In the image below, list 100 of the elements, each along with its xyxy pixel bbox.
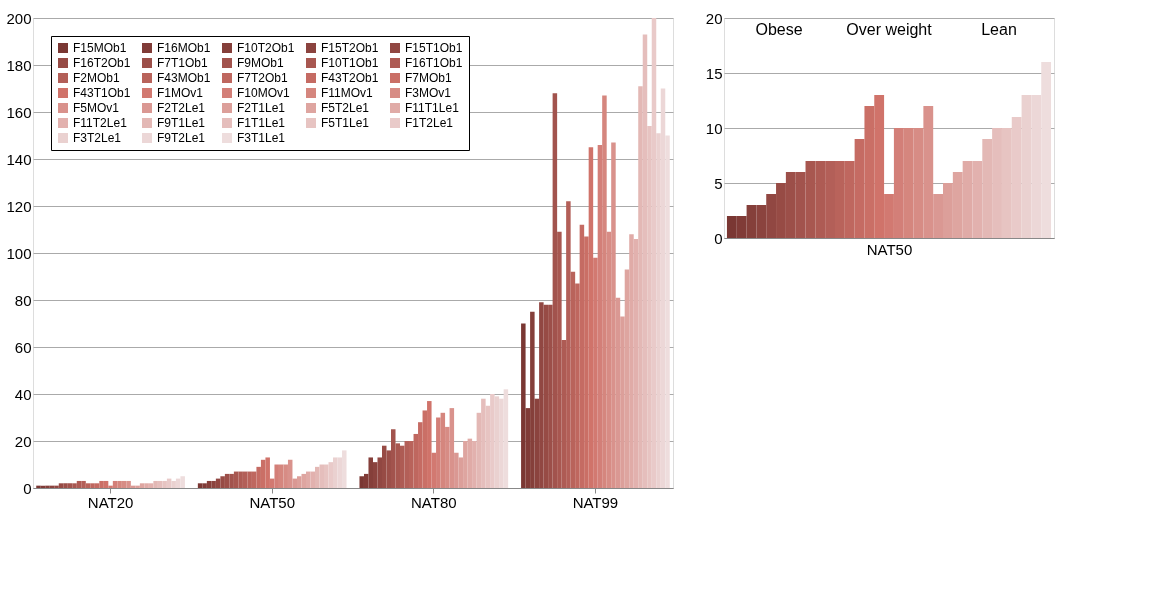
bar — [463, 441, 468, 488]
y-tick-label: 60 — [14, 338, 32, 356]
legend-label: F5T2Le1 — [321, 101, 370, 115]
annotation: Obese — [755, 21, 803, 38]
bar — [126, 480, 131, 488]
bar — [117, 480, 122, 488]
bar — [368, 457, 373, 488]
legend-label: F7T2Ob1 — [237, 71, 289, 85]
legend-label: F7T1Ob1 — [157, 56, 209, 70]
bar — [400, 445, 405, 488]
bar — [197, 483, 203, 488]
y-tick-label: 0 — [714, 229, 723, 247]
bar — [108, 485, 113, 488]
bar — [202, 483, 207, 488]
bar — [521, 323, 526, 488]
y-tick-label: 140 — [6, 150, 32, 168]
bar — [539, 302, 544, 488]
bar — [36, 485, 41, 488]
legend-label: F1MOv1 — [157, 86, 204, 100]
bar — [530, 311, 535, 488]
legend-label: F16T1Ob1 — [405, 56, 463, 70]
bar — [296, 476, 302, 488]
x-tick-label: NAT20 — [87, 493, 134, 511]
bar — [148, 483, 154, 488]
legend-label: F2MOb1 — [73, 71, 121, 85]
legend-label: F9T1Le1 — [157, 116, 206, 130]
legend-label: F5MOv1 — [73, 101, 120, 115]
x-tick-label: NAT99 — [572, 493, 619, 511]
bar — [238, 471, 243, 488]
x-axis-title: NAT50 — [866, 240, 913, 258]
legend-label: F10T1Ob1 — [321, 56, 379, 70]
bar — [72, 483, 77, 488]
legend-label: F9MOb1 — [237, 56, 285, 70]
bar — [324, 464, 329, 488]
bar — [602, 95, 607, 488]
y-tick-label: 120 — [6, 197, 32, 215]
bar — [333, 457, 338, 488]
bar — [54, 485, 59, 488]
legend-label: F15MOb1 — [73, 41, 127, 55]
legend-label: F5T1Le1 — [321, 116, 370, 130]
y-tick-label: 200 — [6, 9, 32, 27]
bar — [81, 480, 86, 488]
annotation: Lean — [981, 21, 1017, 38]
bar — [283, 464, 288, 488]
bar — [427, 401, 432, 488]
bar — [274, 464, 279, 488]
y-tick-label: 180 — [6, 56, 32, 74]
y-tick-label: 160 — [6, 103, 32, 121]
bar — [45, 485, 50, 488]
bar — [211, 480, 216, 488]
legend-label: F16T2Ob1 — [73, 56, 131, 70]
legend-label: F2T2Le1 — [157, 101, 206, 115]
legend-label: F15T1Ob1 — [405, 41, 463, 55]
bar — [85, 483, 91, 488]
y-tick-label: 10 — [705, 119, 723, 137]
bar — [144, 483, 149, 488]
x-tick-label: NAT80 — [411, 493, 457, 511]
legend-label: F1T1Le1 — [237, 116, 286, 130]
legend-label: F9T2Le1 — [157, 131, 206, 145]
legend-label: F3MOv1 — [405, 86, 452, 100]
bar — [436, 417, 441, 488]
y-tick-label: 0 — [23, 479, 32, 497]
annotation: Over weight — [846, 21, 933, 38]
y-tick-label: 15 — [705, 64, 723, 82]
bar — [58, 483, 64, 488]
y-tick-label: 100 — [6, 244, 32, 262]
bar — [90, 483, 95, 488]
legend-label: F43T2Ob1 — [321, 71, 379, 85]
legend-label: F15T2Ob1 — [321, 41, 379, 55]
y-tick-label: 5 — [714, 174, 723, 192]
legend-label: F11MOv1 — [321, 86, 374, 100]
bar — [220, 476, 225, 488]
bar — [611, 142, 616, 488]
bar — [481, 398, 486, 488]
bar — [99, 480, 104, 488]
y-tick-label: 20 — [14, 432, 32, 450]
bar — [229, 473, 234, 488]
y-tick-label: 80 — [14, 291, 32, 309]
legend-label: F11T1Le1 — [405, 101, 460, 115]
legend-label: F43T1Ob1 — [73, 86, 131, 100]
legend-label: F11T2Le1 — [73, 116, 128, 130]
bar — [67, 483, 73, 488]
bar — [265, 457, 270, 488]
bar — [629, 234, 634, 488]
bar — [359, 476, 364, 488]
bar — [63, 483, 68, 488]
y-tick-label: 40 — [14, 385, 32, 403]
bar — [490, 394, 495, 488]
legend-label: F3T1Le1 — [237, 131, 286, 145]
bar — [94, 483, 100, 488]
bar — [135, 485, 140, 488]
bar — [171, 480, 176, 488]
bar — [247, 471, 252, 488]
x-tick-label: NAT50 — [249, 493, 295, 511]
bar — [153, 480, 158, 488]
bar — [301, 473, 306, 488]
y-tick-label: 20 — [705, 9, 723, 27]
legend-label: F16MOb1 — [157, 41, 211, 55]
bar — [180, 476, 185, 488]
legend-label: F10MOv1 — [237, 86, 291, 100]
